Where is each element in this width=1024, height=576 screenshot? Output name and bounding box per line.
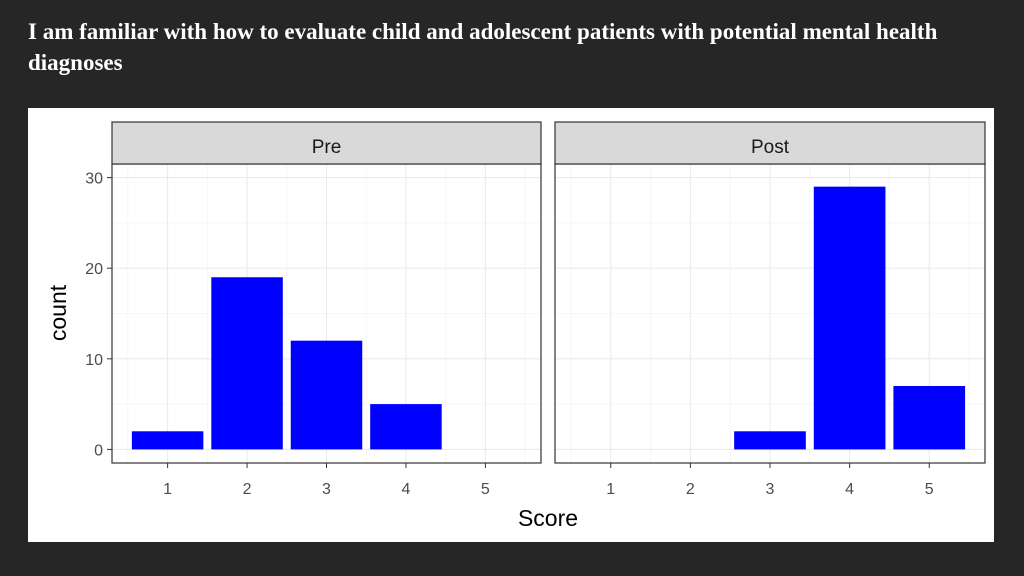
y-axis-title: count — [45, 284, 71, 341]
slide-title: I am familiar with how to evaluate child… — [28, 19, 938, 75]
faceted-bar-chart: Pre 1 2 3 4 5 Post 1 2 3 4 5 0 10 20 30 Score count — [28, 108, 994, 542]
facet-strip-label: Post — [751, 137, 790, 158]
chart-svg: Pre 1 2 3 4 5 Post 1 2 3 4 5 0 10 20 30 Score count — [45, 121, 986, 531]
facet-strip-label: Pre — [312, 137, 342, 158]
x-tick-label: 4 — [401, 481, 410, 498]
x-tick-label: 1 — [163, 481, 172, 498]
x-tick-label: 3 — [322, 481, 331, 498]
x-tick-label: 5 — [481, 481, 490, 498]
y-tick-label: 0 — [94, 442, 103, 459]
y-tick-label: 10 — [85, 352, 103, 369]
y-tick-label: 20 — [85, 261, 103, 278]
x-tick-label: 4 — [845, 481, 854, 498]
y-tick-label: 30 — [85, 171, 103, 188]
x-tick-label: 5 — [925, 481, 934, 498]
bar-pre-score-1 — [131, 431, 204, 450]
bar-pre-score-4 — [370, 404, 442, 450]
facet-strip — [554, 121, 986, 165]
bar-pre-score-3 — [290, 340, 363, 450]
x-tick-label: 2 — [243, 481, 252, 498]
x-axis-title: Score — [518, 505, 578, 531]
facet-strip — [111, 121, 542, 165]
x-tick-label: 2 — [686, 481, 695, 498]
bar-post-score-3 — [734, 431, 806, 450]
bar-pre-score-2 — [211, 277, 283, 450]
bar-post-score-5 — [893, 385, 966, 450]
x-tick-label: 1 — [606, 481, 615, 498]
bar-post-score-4 — [813, 186, 886, 450]
x-tick-label: 3 — [766, 481, 775, 498]
